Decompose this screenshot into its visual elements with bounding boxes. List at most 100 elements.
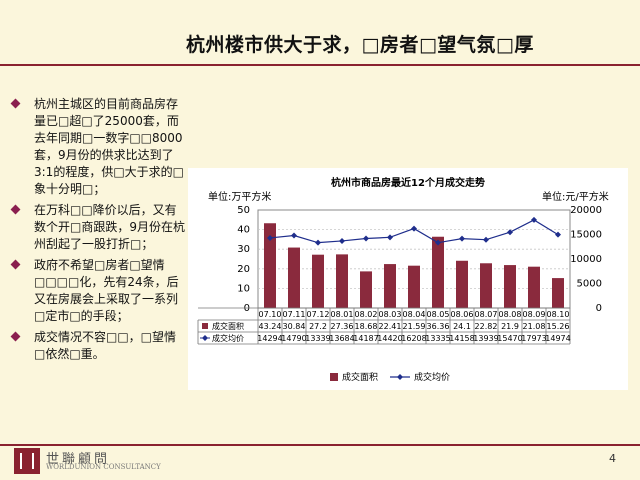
category-label: 08.10 <box>547 310 570 319</box>
bullet-item: 成交情况不容□□，□望情□依然□重。 <box>8 329 186 363</box>
data-label: 15.26 <box>547 322 570 331</box>
right-tick-label: 5000 <box>577 279 602 290</box>
data-label: 14790 <box>281 334 306 343</box>
line-marker <box>387 234 393 241</box>
bullet-text: 杭州主城区的目前商品房存量已□超□了25000套，而去年同期□一数字□□8000… <box>34 97 184 196</box>
data-label: 24.1 <box>453 322 471 331</box>
data-label: 13335 <box>425 334 450 343</box>
legend-key-marker-icon <box>202 335 208 341</box>
data-label: 36.36 <box>427 322 450 331</box>
data-label: 21.59 <box>403 322 426 331</box>
line-marker <box>435 239 441 246</box>
left-tick-label: 0 <box>244 303 250 314</box>
bar <box>312 254 324 308</box>
category-label: 08.07 <box>475 310 498 319</box>
legend-label: 成交面积 <box>342 371 378 383</box>
data-label: 14420 <box>377 334 402 343</box>
data-label: 17973 <box>521 334 546 343</box>
line-marker <box>483 236 489 243</box>
left-tick-label: 10 <box>237 283 250 294</box>
bar <box>408 265 420 308</box>
line-marker <box>363 235 369 242</box>
right-tick-label: 10000 <box>570 254 602 265</box>
slide-title: 杭州楼市供大于求，□房者□望气氛□厚 <box>186 34 534 56</box>
category-label: 08.03 <box>379 310 402 319</box>
line-marker <box>411 225 417 232</box>
bullet-text: 在万科□□降价以后，又有数个开□商跟跌，9月份在杭州刮起了一股打折□； <box>34 203 185 251</box>
bullet-item: 政府不希望□房者□望情□□□□化，先有24条，后又在房展会上采取了一系列□定市□… <box>8 257 186 325</box>
bar <box>384 264 396 308</box>
right-tick-label: 20000 <box>570 205 602 216</box>
category-label: 07.11 <box>283 310 306 319</box>
line-marker <box>315 239 321 246</box>
title-divider <box>0 64 640 66</box>
data-label: 27.2 <box>309 322 327 331</box>
chart-panel: 杭州市商品房最近12个月成交走势 单位:万平方米 单位:元/平方米 0 10 20 30 40… <box>188 168 628 390</box>
bullet-list: 杭州主城区的目前商品房存量已□超□了25000套，而去年同期□一数字□□8000… <box>8 96 186 367</box>
data-label: 30.84 <box>283 322 306 331</box>
data-label: 21.9 <box>501 322 519 331</box>
right-axis-label: 单位:元/平方米 <box>542 190 609 203</box>
bar <box>336 254 348 308</box>
logo-english-text: WORLDUNION CONSULTANCY <box>46 463 161 471</box>
bar <box>288 247 300 308</box>
table-row-label: 成交面积 <box>212 321 244 331</box>
company-logo: 世聯顧問 WORLDUNION CONSULTANCY <box>14 448 194 474</box>
category-label: 07.12 <box>307 310 330 319</box>
logo-mark-icon <box>14 448 40 474</box>
legend-bar-swatch-icon <box>330 373 338 381</box>
diamond-bullet-icon <box>10 98 21 109</box>
bullet-text: 成交情况不容□□，□望情□依然□重。 <box>34 330 177 361</box>
data-label: 14294 <box>257 334 282 343</box>
bar <box>264 223 276 308</box>
data-label: 15470 <box>497 334 522 343</box>
left-tick-label: 50 <box>237 205 250 216</box>
data-label: 27.36 <box>331 322 354 331</box>
right-tick-label: 0 <box>596 303 602 314</box>
bullet-text: 政府不希望□房者□望情□□□□化，先有24条，后又在房展会上采取了一系列□定市□… <box>34 258 179 323</box>
data-label: 13339 <box>305 334 330 343</box>
category-label: 08.08 <box>499 310 522 319</box>
bar <box>432 236 444 308</box>
left-axis-label: 单位:万平方米 <box>208 190 271 203</box>
data-label: 18.68 <box>355 322 378 331</box>
logo-chinese-text: 世聯顧問 <box>46 452 111 467</box>
legend-label: 成交均价 <box>414 371 450 383</box>
legend-marker-icon <box>397 374 403 380</box>
page-number: 4 <box>609 452 616 465</box>
data-label: 13684 <box>329 334 354 343</box>
category-label: 08.01 <box>331 310 354 319</box>
bar <box>360 271 372 308</box>
left-tick-label: 30 <box>237 244 250 255</box>
data-label: 21.08 <box>523 322 546 331</box>
data-label: 22.82 <box>475 322 498 331</box>
data-label: 22.41 <box>379 322 402 331</box>
data-label: 14158 <box>449 334 474 343</box>
category-label: 08.09 <box>523 310 546 319</box>
chart-title: 杭州市商品房最近12个月成交走势 <box>331 176 485 189</box>
category-label: 07.10 <box>259 310 282 319</box>
diamond-bullet-icon <box>10 259 21 270</box>
data-label: 14974 <box>545 334 570 343</box>
data-label: 13939 <box>473 334 498 343</box>
category-label: 08.05 <box>427 310 450 319</box>
bar <box>456 260 468 308</box>
right-tick-label: 15000 <box>570 230 602 241</box>
data-label: 14187 <box>353 334 378 343</box>
legend-key-bar-icon <box>202 323 208 329</box>
bar <box>504 265 516 308</box>
diamond-bullet-icon <box>10 331 21 342</box>
bar <box>552 278 564 308</box>
line-marker <box>459 235 465 242</box>
bullet-item: 在万科□□降价以后，又有数个开□商跟跌，9月份在杭州刮起了一股打折□； <box>8 202 186 253</box>
line-marker <box>291 232 297 239</box>
data-label: 16208 <box>401 334 426 343</box>
line-marker <box>555 231 561 238</box>
line-marker <box>339 237 345 244</box>
bar <box>480 263 492 308</box>
line-marker <box>267 234 273 241</box>
diamond-bullet-icon <box>10 204 21 215</box>
line-marker <box>507 229 513 236</box>
bullet-item: 杭州主城区的目前商品房存量已□超□了25000套，而去年同期□一数字□□8000… <box>8 96 186 198</box>
